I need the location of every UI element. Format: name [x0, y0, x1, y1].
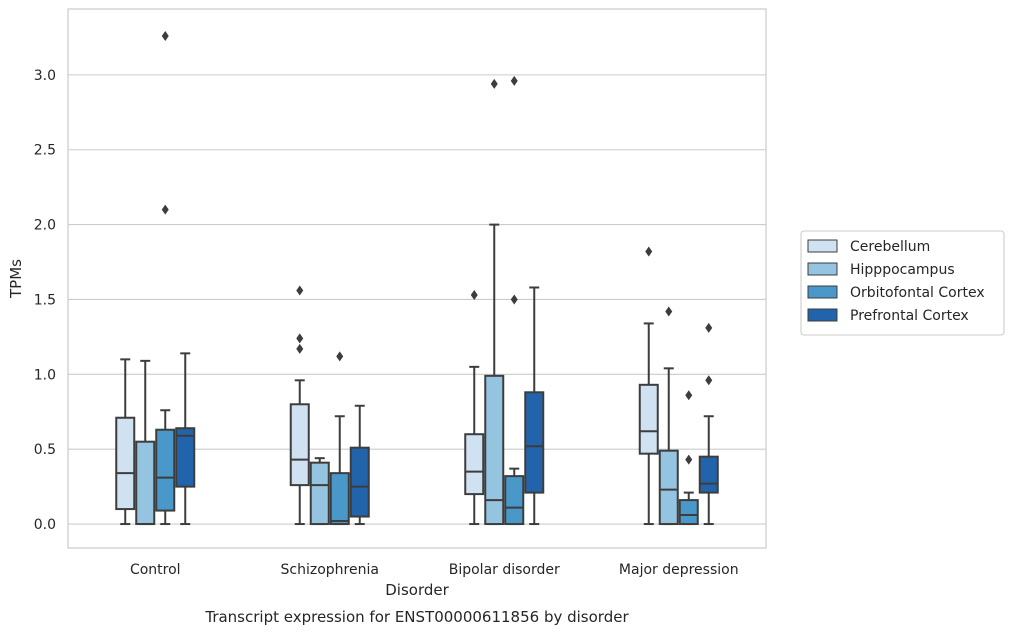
box-iqr	[155, 428, 176, 512]
box-group	[524, 286, 545, 526]
box-iqr	[504, 475, 525, 526]
box-group	[155, 30, 176, 526]
box-group	[464, 289, 485, 526]
box-iqr	[524, 391, 545, 494]
box-iqr	[658, 449, 679, 526]
legend-label: Orbitofontal Cortex	[850, 285, 985, 301]
x-tick-label: Bipolar disorder	[449, 562, 560, 578]
box-iqr	[678, 499, 699, 526]
outlier-point	[296, 343, 304, 354]
outlier-point	[161, 30, 169, 41]
box-iqr	[464, 433, 485, 496]
box-iqr	[115, 416, 136, 511]
x-tick-label: Major depression	[619, 562, 739, 578]
box-iqr	[638, 383, 659, 455]
box-group	[175, 352, 196, 526]
box-group	[349, 404, 370, 526]
box-iqr	[289, 403, 310, 487]
box-group	[678, 390, 699, 526]
box-group	[309, 457, 330, 526]
box-group	[698, 322, 719, 526]
y-tick-label: 1.0	[34, 367, 56, 383]
box-group	[658, 306, 679, 526]
outlier-point	[161, 204, 169, 215]
box-layer	[115, 30, 719, 526]
outlier-point	[490, 78, 498, 89]
y-tick-label: 3.0	[34, 68, 56, 84]
plot-frame	[67, 8, 767, 549]
x-axis-title: Disorder	[385, 581, 449, 599]
outlier-point	[296, 285, 304, 296]
outlier-point	[510, 294, 518, 305]
legend-frame	[800, 230, 1005, 336]
box-group	[289, 285, 310, 526]
box-iqr	[349, 446, 370, 518]
legend-swatch	[807, 308, 838, 322]
legend-label: Cerebellum	[850, 239, 930, 255]
y-axis-title: TPMs	[7, 259, 25, 299]
box-iqr	[309, 461, 330, 526]
outlier-point	[510, 75, 518, 86]
box-iqr	[329, 472, 350, 526]
x-tick-label: Control	[130, 562, 181, 578]
box-group	[638, 246, 659, 526]
chart-caption: Transcript expression for ENST0000061185…	[204, 608, 629, 626]
legend: Cerebellum Hipppocampus Orbitofontal Corte…	[800, 230, 1005, 336]
outlier-point	[296, 333, 304, 344]
y-axis-ticks: 0.0 0.5 1.0 1.5 2.0 2.5 3.0	[34, 68, 56, 533]
y-tick-label: 2.5	[34, 143, 56, 159]
box-iqr	[698, 455, 719, 494]
outlier-point	[705, 375, 713, 386]
outlier-point	[685, 454, 693, 465]
box-group	[484, 78, 505, 526]
y-tick-label: 0.0	[34, 517, 56, 533]
legend-swatch	[807, 239, 838, 253]
outlier-point	[336, 351, 344, 362]
box-iqr	[135, 440, 156, 526]
y-tick-label: 2.0	[34, 218, 56, 234]
outlier-point	[685, 390, 693, 401]
outlier-point	[645, 246, 653, 257]
box-iqr	[175, 427, 196, 488]
box-group	[115, 358, 136, 526]
box-group	[135, 359, 156, 526]
outlier-point	[665, 306, 673, 317]
x-tick-label: Schizophrenia	[281, 562, 379, 578]
x-axis-ticks: Control Schizophrenia Bipolar disorder Majo…	[130, 562, 739, 578]
legend-label: Prefrontal Cortex	[850, 308, 969, 324]
outlier-point	[470, 289, 478, 300]
box-group	[504, 75, 525, 526]
legend-swatch	[807, 262, 838, 276]
y-tick-label: 1.5	[34, 292, 56, 308]
box-group	[329, 351, 350, 526]
y-tick-label: 0.5	[34, 442, 56, 458]
box-iqr	[484, 374, 505, 526]
outlier-point	[705, 322, 713, 333]
legend-label: Hipppocampus	[850, 262, 955, 278]
legend-swatch	[807, 285, 838, 299]
